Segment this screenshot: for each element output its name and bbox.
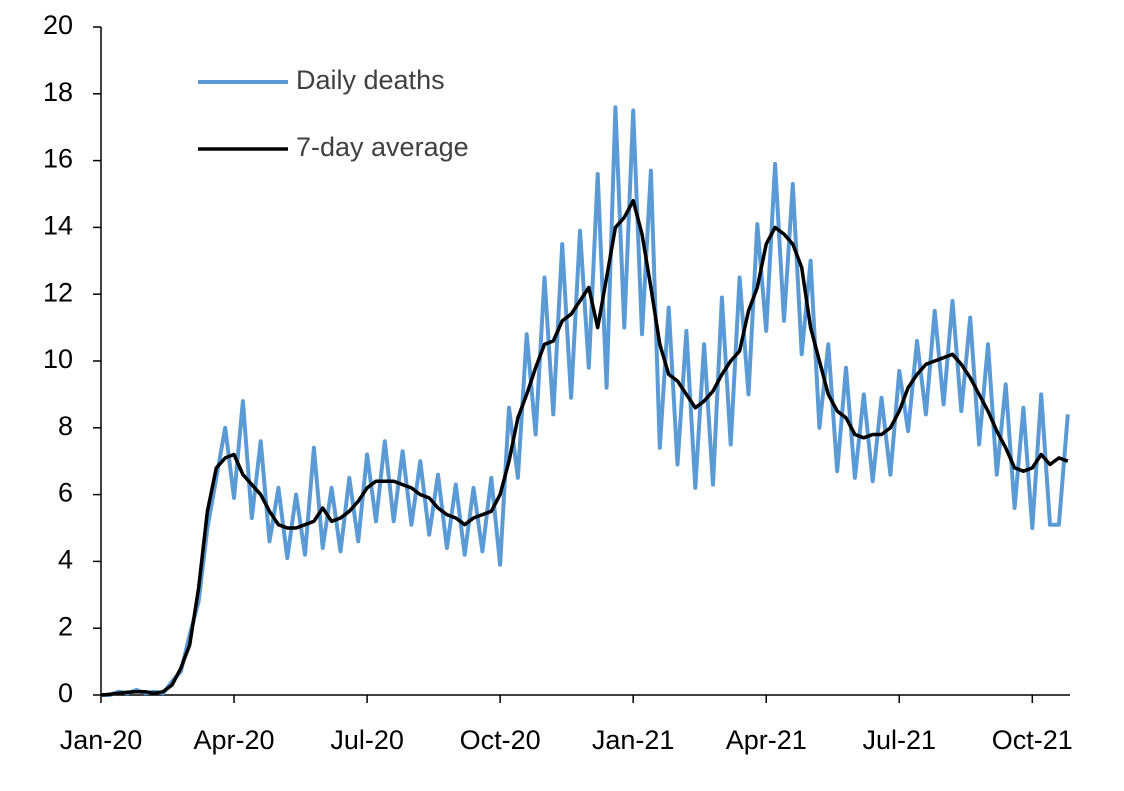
series-line: [101, 105, 1070, 697]
y-tick-label: 12: [43, 277, 73, 307]
y-tick-label: 6: [58, 478, 73, 508]
y-tick-label: 0: [58, 678, 73, 708]
x-tick-label: Jan-20: [60, 725, 143, 755]
y-tick-label: 14: [43, 211, 73, 241]
y-tick-label: 20: [43, 10, 73, 40]
y-tick-label: 16: [43, 144, 73, 174]
x-tick-label: Oct-21: [992, 725, 1073, 755]
x-tick-label: Jul-21: [862, 725, 936, 755]
x-tick-label: Apr-21: [726, 725, 807, 755]
x-tick-label: Jan-21: [592, 725, 675, 755]
x-tick-label: Jul-20: [330, 725, 404, 755]
legend: Daily deaths 7-day average: [198, 65, 469, 162]
y-tick-label: 2: [58, 611, 73, 641]
series-line: [100, 198, 1069, 697]
x-tick-label: Apr-20: [194, 725, 275, 755]
legend-label: 7-day average: [296, 132, 469, 162]
x-tick-label: Oct-20: [460, 725, 541, 755]
y-tick-label: 4: [58, 545, 73, 575]
y-tick-label: 8: [58, 411, 73, 441]
y-tick-label: 18: [43, 77, 73, 107]
legend-label: Daily deaths: [296, 65, 445, 95]
y-tick-label: 10: [43, 344, 73, 374]
